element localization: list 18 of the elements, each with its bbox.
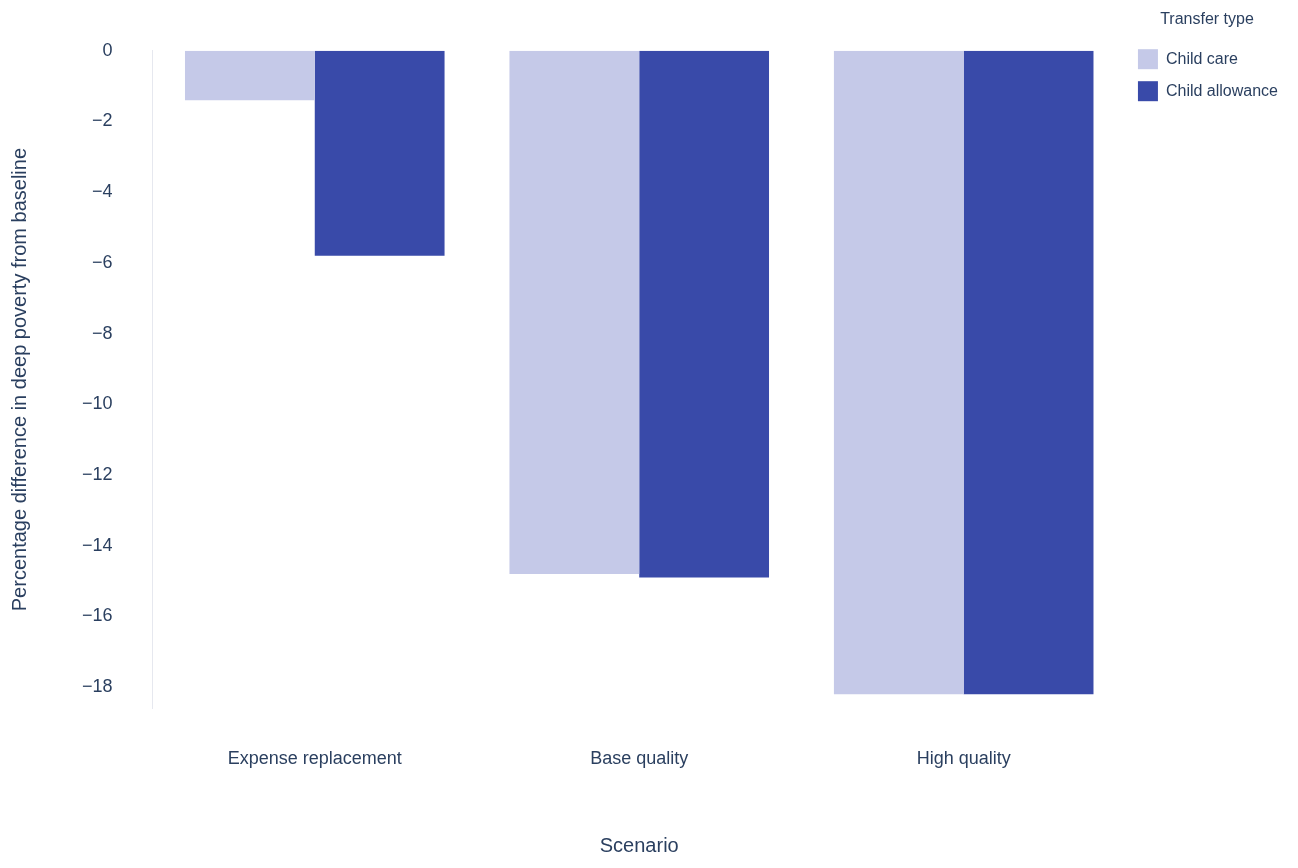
y-tick-label: −8 bbox=[92, 322, 113, 343]
y-tick-label: 0 bbox=[102, 39, 113, 60]
y-tick-label: −14 bbox=[81, 534, 113, 555]
y-tick-label: −4 bbox=[92, 181, 113, 202]
y-tick-label: −12 bbox=[81, 464, 113, 485]
legend-label: Child care bbox=[1165, 49, 1239, 67]
legend-title: Transfer type bbox=[1160, 10, 1254, 28]
y-tick-label: −10 bbox=[81, 393, 113, 414]
y-tick-label: −6 bbox=[92, 251, 113, 272]
y-tick-label: −2 bbox=[92, 110, 113, 131]
x-tick-label: Base quality bbox=[590, 748, 689, 769]
x-axis-title: Scenario bbox=[599, 833, 679, 856]
x-tick-label: Expense replacement bbox=[227, 748, 402, 769]
x-tick-label: High quality bbox=[916, 748, 1011, 769]
y-tick-label: −16 bbox=[81, 605, 113, 626]
legend-label: Child allowance bbox=[1165, 81, 1279, 99]
y-tick-label: −18 bbox=[81, 676, 113, 697]
y-axis-title: Percentage difference in deep poverty from baseline bbox=[7, 147, 30, 612]
